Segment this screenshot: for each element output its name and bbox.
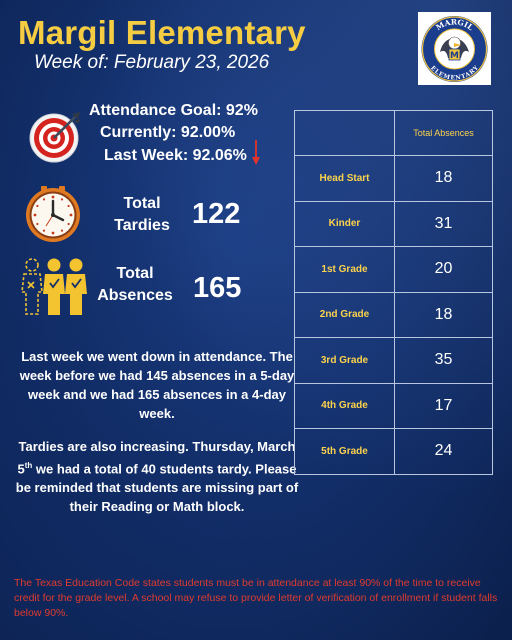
school-title: Margil Elementary [18,14,306,51]
table-row: Head Start 18 [294,155,493,202]
tardies-paragraph: Tardies are also increasing. Thursday, M… [12,437,302,516]
absences-by-grade-table: Total Absences Head Start 18 Kinder 31 1… [294,110,493,475]
grade-label: 2nd Grade [294,291,395,338]
education-code-notice: The Texas Education Code states students… [14,577,498,619]
tardies-paragraph-after: we had a total of 40 students tardy. Ple… [15,461,299,515]
logo-letter: M [450,51,459,61]
grade-label: 3rd Grade [294,337,395,384]
tardies-paragraph-sup: th [24,461,33,470]
header-total-absences: Total Absences [394,110,493,156]
absence-value: 20 [394,246,493,293]
eagle-logo-icon: MARGIL ELEMENTARY M [421,16,488,82]
tardies-label-line2: Tardies [114,217,170,234]
absences-value: 165 [193,272,242,304]
grade-label: 4th Grade [294,382,395,429]
absences-label: Total Absences [93,263,177,307]
table-row: 5th Grade 24 [294,428,493,475]
absence-value: 24 [394,428,493,475]
tardies-label: Total Tardies [100,193,184,237]
absence-value: 18 [394,155,493,202]
absences-label-line2: Absences [97,287,173,304]
header-grade-cell [294,110,395,156]
attendance-current: Currently: 92.00% [100,124,236,141]
down-arrow-icon [252,140,260,165]
grade-label: 5th Grade [294,428,395,475]
attendance-goal: Attendance Goal: 92% [89,102,258,119]
tardies-paragraph-before: Tardies are also increasing. Thursday, M… [17,439,296,477]
school-logo: MARGIL ELEMENTARY M [418,12,491,85]
table-row: 1st Grade 20 [294,246,493,293]
tardies-value: 122 [192,198,241,230]
grade-label: Kinder [294,200,395,247]
absence-value: 31 [394,200,493,247]
clock-icon [26,186,80,242]
table-row: Kinder 31 [294,200,493,247]
absences-label-line1: Total [116,265,154,282]
grade-label: Head Start [294,155,395,202]
table-row: 2nd Grade 18 [294,291,493,338]
absence-value: 35 [394,337,493,384]
table-row: 4th Grade 17 [294,382,493,429]
table-header-row: Total Absences [294,110,493,156]
absence-value: 17 [394,382,493,429]
grade-label: 1st Grade [294,246,395,293]
people-icon [21,258,87,315]
tardies-label-line1: Total [123,195,161,212]
target-icon [29,112,81,163]
attendance-paragraph: Last week we went down in attendance. Th… [19,349,295,421]
table-row: 3rd Grade 35 [294,337,493,384]
attendance-last-week: Last Week: 92.06% [104,147,247,164]
absence-value: 18 [394,291,493,338]
week-of-label: Week of: February 23, 2026 [34,52,270,73]
